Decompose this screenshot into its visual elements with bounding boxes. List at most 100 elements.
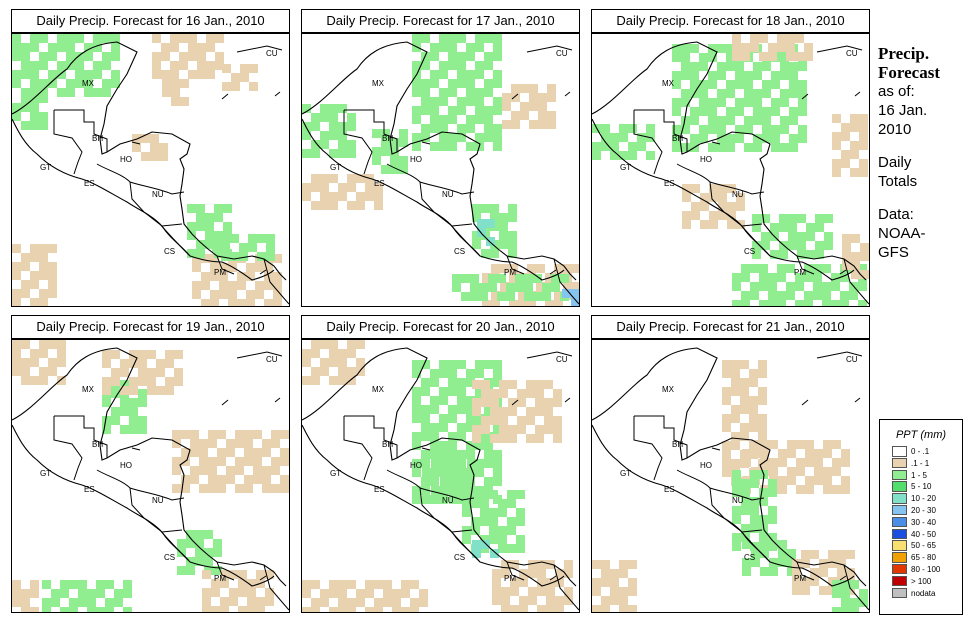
precip-cell [467,495,476,504]
precip-cell [172,439,181,448]
precip-cell [735,71,744,80]
precip-cell [717,44,726,53]
country-label-bh: BH [672,134,683,143]
precip-cell [850,580,859,589]
precip-cell [815,250,824,259]
precip-cell [120,425,129,434]
precip-cell [202,597,211,606]
precip-cell [311,113,320,122]
precip-cell [682,211,691,220]
precip-cell [431,459,440,468]
precip-cell [682,193,691,202]
country-label-nu: NU [732,190,744,199]
precip-cell [731,405,740,414]
precip-cell [381,138,390,147]
precip-cell [475,115,484,124]
precip-cell [795,300,804,306]
precip-cell [760,567,769,576]
precip-cell [758,414,767,423]
precip-cell [849,291,858,300]
precip-cell [273,272,282,281]
precip-cell [320,140,329,149]
precip-cell [553,389,562,398]
precip-cell [457,70,466,79]
precip-cell [280,484,289,493]
precip-cell [708,80,717,89]
precip-cell [172,484,181,493]
precip-cell [760,458,769,467]
precip-cell [753,143,762,152]
precip-cell [374,183,383,192]
precip-cell [681,62,690,71]
precip-cell [813,291,822,300]
precip-cell [12,340,21,349]
precip-cell [114,598,123,607]
precip-cell [302,192,311,201]
country-label-es: ES [374,179,385,188]
precip-cell [120,359,129,368]
precip-cell [726,62,735,71]
precip-cell [859,141,868,150]
precip-cell [244,439,253,448]
precip-cell [57,88,66,97]
precip-cell [159,143,168,152]
precip-cell [499,389,508,398]
precip-cell [152,61,161,70]
precip-cell [111,350,120,359]
precip-cell [672,125,681,134]
precip-cell [199,439,208,448]
precip-cell [520,102,529,111]
precip-cell [789,134,798,143]
precip-cell [75,61,84,70]
precip-cell [320,367,329,376]
country-label-nu: NU [732,496,744,505]
precip-cell [484,450,493,459]
precip-cell [238,579,247,588]
precip-cell [744,71,753,80]
precip-cell [717,116,726,125]
precip-cell [264,263,273,272]
forecast-panel-4: Daily Precip. Forecast for 19 Jan., 2010… [11,315,290,613]
precip-cell [338,349,347,358]
country-label-ho: HO [120,155,132,164]
precip-cell [672,107,681,116]
precip-cell [475,133,484,142]
legend-label: 1 - 5 [911,470,928,480]
precip-cell [798,62,807,71]
precip-cell [493,459,502,468]
precip-cell [280,448,289,457]
precip-cell [421,360,430,369]
precip-cell [347,140,356,149]
precip-cell [637,142,646,151]
precip-cell [699,89,708,98]
precip-cell [731,378,740,387]
precip-cell [732,273,741,282]
precip-cell [235,457,244,466]
precip-cell [708,143,717,152]
precip-cell [753,71,762,80]
precip-cell [777,300,786,306]
precip-cell [226,466,235,475]
precip-cell [502,120,511,129]
precip-cell [439,124,448,133]
precip-cell [490,249,499,258]
precip-cell [448,369,457,378]
legend-label: 65 - 80 [911,553,936,563]
precip-cell [66,52,75,61]
precip-cell [21,262,30,271]
precip-cell [347,580,356,589]
precip-cell [111,43,120,52]
precip-cell [741,524,750,533]
precip-cell [177,539,186,548]
country-label-es: ES [84,179,95,188]
precip-cell [700,193,709,202]
precip-cell [448,486,457,495]
precip-cell [718,211,727,220]
precip-cell [123,607,132,612]
precip-cell [457,97,466,106]
precip-cell [475,468,484,477]
country-label-cu: CU [846,49,858,58]
precip-cell [102,359,111,368]
precip-cell [347,122,356,131]
precip-cell [810,577,819,586]
